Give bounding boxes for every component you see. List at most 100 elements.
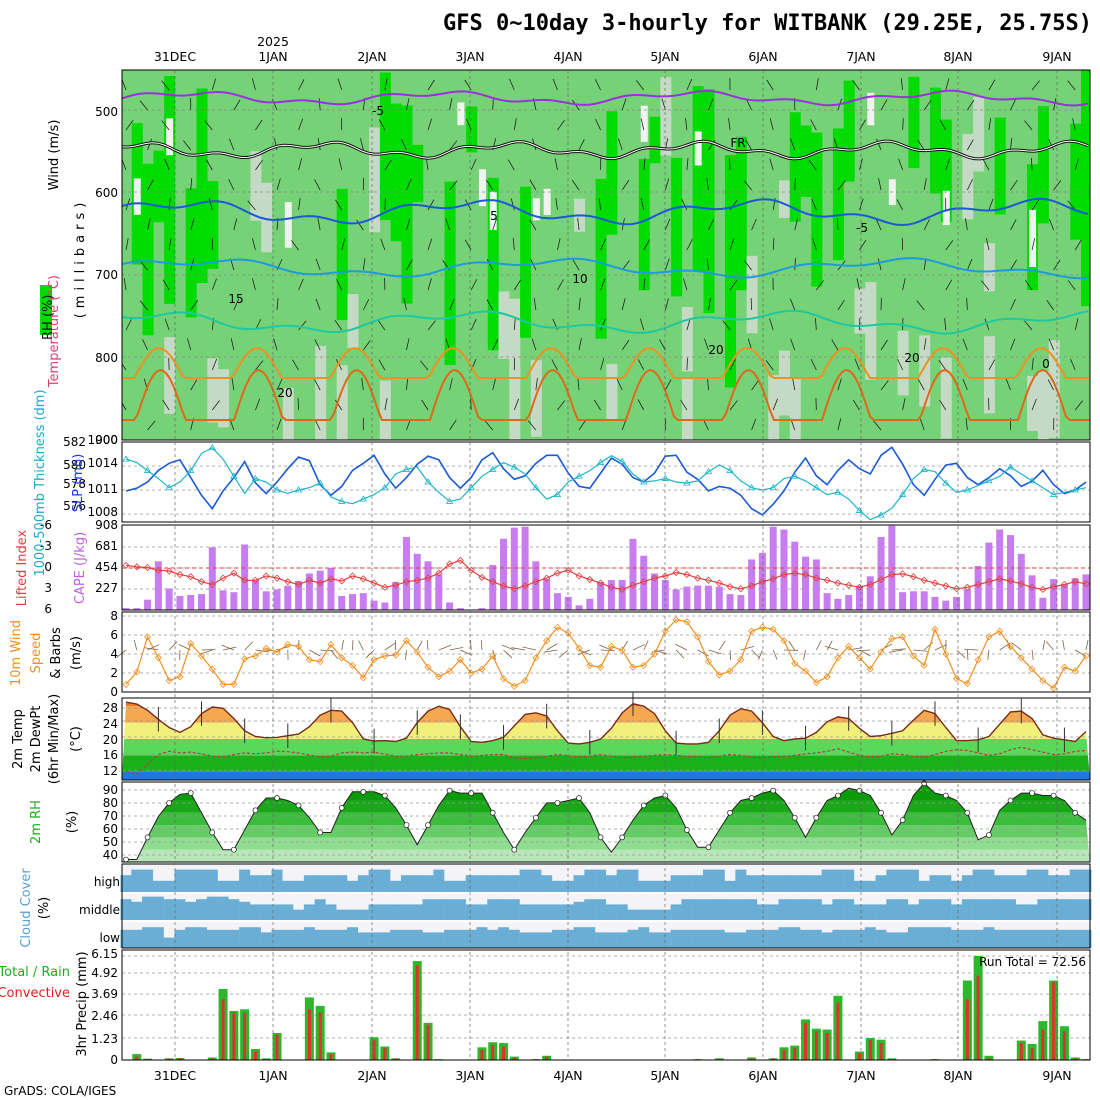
rh-streak-low bbox=[261, 182, 273, 253]
wind-barb bbox=[1047, 379, 1054, 391]
wind-barb bbox=[336, 279, 343, 291]
wind-barb-10m bbox=[522, 646, 536, 651]
rh-point bbox=[1050, 792, 1057, 799]
wind-barb bbox=[680, 399, 688, 411]
cloud-bar bbox=[670, 929, 682, 948]
wind-barb bbox=[334, 319, 343, 331]
wind-barb bbox=[917, 139, 925, 151]
wind-speed-point bbox=[758, 623, 766, 631]
wind-barb bbox=[273, 338, 278, 351]
cloud-bar bbox=[864, 927, 876, 948]
cloud-bar bbox=[1080, 869, 1092, 892]
date-label-top: 2JAN bbox=[357, 49, 386, 64]
cape-bar bbox=[144, 599, 152, 610]
cloud-bar bbox=[746, 899, 758, 920]
cloud-bar bbox=[293, 929, 305, 948]
wind-barb bbox=[276, 378, 283, 391]
wind-barb bbox=[233, 218, 238, 231]
cape-bar bbox=[737, 595, 745, 610]
wind-barb bbox=[125, 319, 132, 331]
lifted-index-point bbox=[424, 574, 432, 582]
wind-barb bbox=[338, 158, 343, 171]
rh-streak-low bbox=[746, 255, 758, 334]
cape-bar bbox=[500, 538, 508, 610]
cloud-bar bbox=[994, 899, 1006, 920]
wind-barb bbox=[600, 238, 606, 251]
pressure-tick-label: 700 bbox=[95, 268, 118, 282]
lifted-index-point bbox=[435, 569, 443, 577]
wind-barb bbox=[967, 99, 975, 111]
day-gridlines bbox=[174, 70, 1058, 1060]
wind-barb bbox=[314, 419, 321, 431]
cloud-bar bbox=[638, 909, 650, 920]
precip-conv-bar bbox=[383, 1048, 387, 1060]
wind-barb bbox=[810, 119, 817, 131]
cloud-bar bbox=[951, 904, 963, 920]
cape-bar bbox=[381, 602, 389, 610]
rh-point bbox=[835, 792, 841, 799]
cloud-bar bbox=[530, 904, 542, 920]
rh-streak-dry bbox=[133, 178, 141, 215]
wind-barb bbox=[816, 280, 824, 291]
rh-streak-high bbox=[390, 103, 402, 242]
cloud-axis-labels: Cloud Cover (%) bbox=[19, 868, 52, 948]
wind-barb bbox=[1072, 118, 1076, 131]
wind-barb bbox=[187, 338, 192, 351]
precip-conv-bar bbox=[167, 1058, 171, 1060]
wind-barb-10m bbox=[1042, 640, 1046, 651]
li-tick-label: -6 bbox=[40, 518, 52, 532]
wind-barb bbox=[555, 198, 558, 211]
wind-barb bbox=[421, 399, 429, 411]
wind-barb bbox=[362, 340, 371, 351]
wind-barb bbox=[401, 138, 407, 151]
thickness-point bbox=[834, 488, 842, 495]
cape-bar bbox=[931, 596, 939, 610]
wind-speed-point bbox=[435, 673, 443, 681]
cape-bar bbox=[823, 593, 831, 610]
cloud-bar bbox=[185, 927, 197, 948]
rh-streak-low bbox=[498, 291, 510, 359]
wind-barb bbox=[811, 198, 817, 211]
wind-barb bbox=[704, 338, 709, 351]
precip-conv-bar bbox=[512, 1057, 516, 1060]
slp-axis-labels: 1000-500mb Thickness (dm) SLP (mb) bbox=[33, 389, 86, 576]
rh-point bbox=[619, 834, 626, 841]
wind-speed-point bbox=[165, 677, 173, 685]
wind-barb-10m bbox=[244, 641, 254, 651]
cape-bar bbox=[187, 595, 195, 610]
precip-conv-bar bbox=[976, 975, 980, 1060]
lifted-index-point bbox=[650, 574, 659, 582]
wind-barb bbox=[449, 180, 458, 191]
wind-speed-point bbox=[650, 650, 659, 658]
cape-bar bbox=[704, 585, 712, 610]
cloud-bar bbox=[627, 869, 639, 892]
wind-barb bbox=[255, 119, 263, 131]
precip-conv-bar bbox=[965, 999, 969, 1060]
cloud-bar bbox=[152, 927, 164, 948]
rh-point bbox=[899, 817, 906, 824]
wind-barb bbox=[902, 398, 906, 411]
rh-streak-low bbox=[768, 375, 780, 440]
wind-barb bbox=[557, 238, 561, 251]
wind-barb bbox=[551, 359, 558, 371]
lifted-index-point bbox=[208, 580, 216, 589]
wind-barb-10m bbox=[740, 645, 754, 651]
wind-barb-10m bbox=[934, 644, 947, 651]
cloud-bar bbox=[390, 929, 402, 948]
cloud-bar bbox=[627, 929, 639, 948]
wind-barb bbox=[378, 119, 386, 131]
wind-barb bbox=[729, 279, 738, 291]
wind-barb bbox=[1030, 157, 1033, 171]
lifted-index-point bbox=[327, 575, 335, 583]
precip-conv-bar bbox=[243, 1012, 247, 1060]
wind-barb bbox=[1046, 299, 1054, 311]
cloud-bar bbox=[800, 875, 812, 892]
precip-conv-bar bbox=[804, 1022, 808, 1060]
cloud-bar bbox=[551, 904, 563, 920]
wind10m-label-c: & Barbs bbox=[49, 627, 64, 679]
precip-conv-bar bbox=[275, 1034, 279, 1060]
wind-barb bbox=[190, 218, 195, 231]
wind-barb bbox=[814, 318, 817, 331]
lifted-index-point bbox=[855, 583, 864, 591]
wind-barb bbox=[449, 378, 453, 391]
